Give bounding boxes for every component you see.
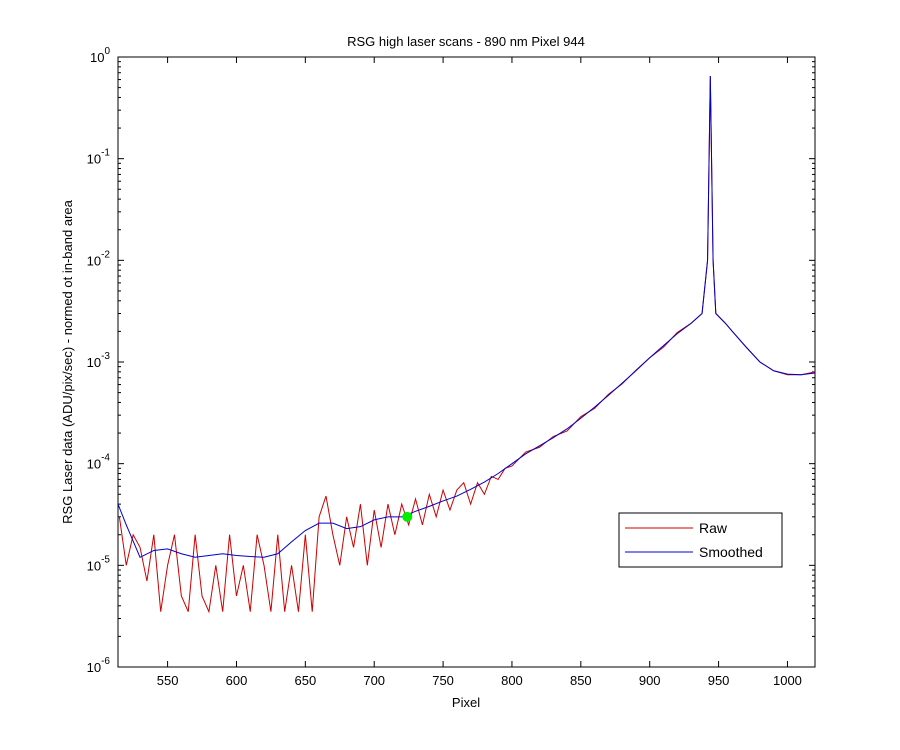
- x-tick-label: 850: [570, 673, 592, 688]
- y-tick-label: 10-4: [87, 453, 111, 472]
- y-tick-label: 100: [90, 46, 110, 65]
- x-tick-label: 800: [501, 673, 523, 688]
- x-tick-label: 600: [226, 673, 248, 688]
- y-tick-label: 10-3: [87, 351, 111, 370]
- x-tick-label: 900: [639, 673, 661, 688]
- x-axis-label: Pixel: [452, 695, 480, 710]
- x-tick-label: 650: [294, 673, 316, 688]
- legend-label: Raw: [699, 520, 728, 536]
- plot-lines: [118, 76, 815, 614]
- highlight-marker: [402, 511, 413, 522]
- x-tick-label: 750: [432, 673, 454, 688]
- chart-title: RSG high laser scans - 890 nm Pixel 944: [347, 34, 585, 49]
- x-tick-label: 700: [363, 673, 385, 688]
- legend-label: Smoothed: [699, 544, 763, 560]
- y-tick-label: 10-2: [87, 249, 111, 268]
- series-line: [118, 76, 815, 558]
- y-tick-label: 10-6: [87, 656, 111, 675]
- y-axis-label: RSG Laser data (ADU/pix/sec) - normed ot…: [60, 199, 75, 523]
- y-tick-label: 10-5: [87, 554, 111, 573]
- y-tick-label: 10-1: [87, 148, 111, 167]
- plot-area: [117, 56, 816, 668]
- x-tick-label: 1000: [773, 673, 802, 688]
- x-tick-label: 950: [708, 673, 730, 688]
- legend-box: [618, 512, 783, 568]
- x-tick-label: 550: [157, 673, 179, 688]
